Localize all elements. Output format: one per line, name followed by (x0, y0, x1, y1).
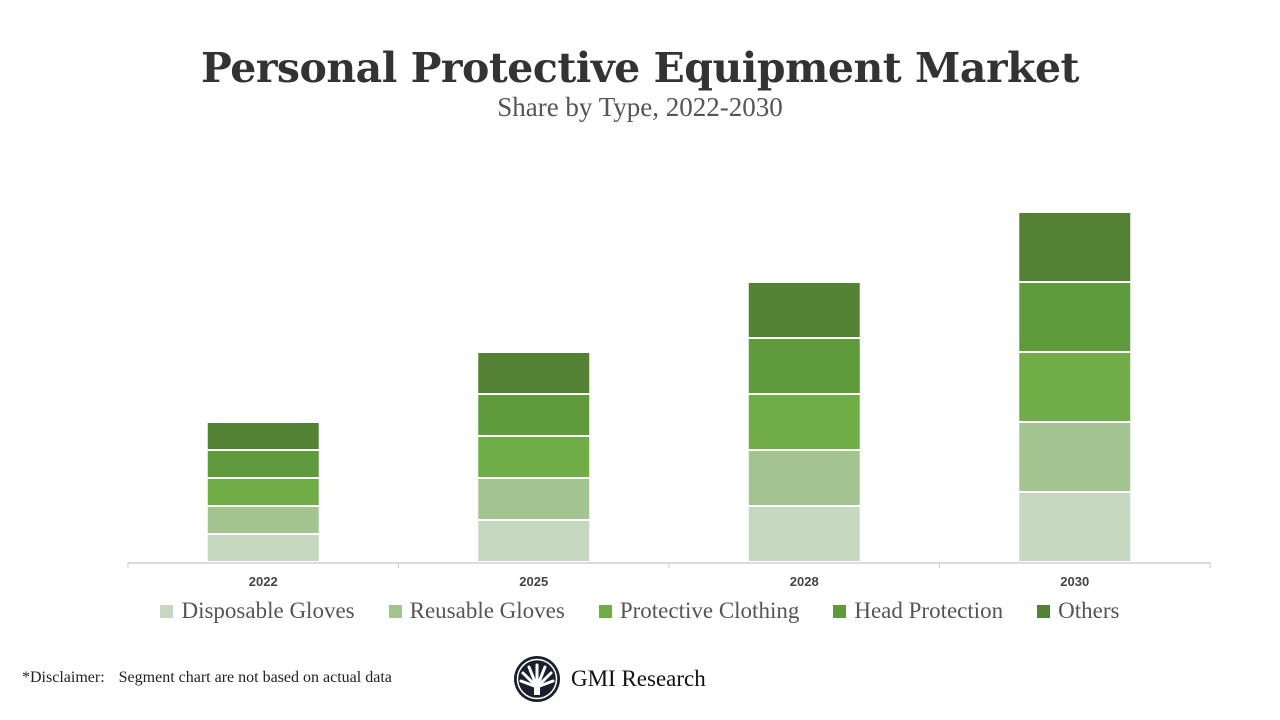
bar-segment (746, 393, 862, 451)
bar-segment (205, 533, 321, 563)
x-tick-label: 2025 (519, 574, 548, 589)
legend-label: Disposable Gloves (181, 598, 355, 623)
legend-item: Reusable Gloves (388, 598, 565, 624)
chart-subtitle: Share by Type, 2022-2030 (497, 92, 783, 122)
bar-segment (746, 281, 862, 339)
legend-swatch (160, 604, 174, 618)
bar-segment (205, 505, 321, 535)
legend-label: Others (1058, 598, 1120, 623)
legend-swatch (598, 604, 612, 618)
bar-segment (205, 449, 321, 479)
bar-segment (1017, 421, 1133, 493)
legend-swatch (388, 604, 402, 618)
bar-segment (746, 505, 862, 563)
brand-logo: GMI Research (513, 655, 706, 703)
legend-item: Others (1037, 598, 1120, 624)
disclaimer-text: Segment chart are not based on actual da… (118, 669, 392, 686)
bar-segment (476, 351, 592, 395)
bar-segment (476, 519, 592, 563)
disclaimer: *Disclaimer: Segment chart are not based … (22, 669, 406, 687)
brand-name: GMI Research (571, 666, 706, 691)
gmi-logo-icon (514, 656, 560, 702)
stacked-bar-chart: 2022 2025 2028 2030 (127, 211, 1211, 589)
legend-swatch (833, 604, 847, 618)
bar-segment (1017, 211, 1133, 283)
legend-item: Disposable Gloves (160, 598, 355, 624)
legend: Disposable Gloves Reusable Gloves Protecti… (0, 598, 1280, 624)
bar-segment (476, 477, 592, 521)
legend-swatch (1037, 604, 1051, 618)
bar-segment (476, 435, 592, 479)
bar-segment (1017, 491, 1133, 563)
x-tick-label: 2028 (790, 574, 819, 589)
x-tick-label: 2022 (249, 574, 278, 589)
x-tick-label: 2030 (1060, 574, 1089, 589)
bar-segment (746, 337, 862, 395)
bar-segment (1017, 351, 1133, 423)
legend-item: Head Protection (833, 598, 1003, 624)
bar-segment (746, 449, 862, 507)
legend-label: Protective Clothing (619, 598, 800, 623)
bar-segment (1017, 281, 1133, 353)
bar-segment (205, 421, 321, 451)
legend-label: Head Protection (854, 598, 1004, 623)
disclaimer-label: *Disclaimer: (22, 669, 105, 686)
chart-title: Personal Protective Equipment Market (201, 44, 1079, 92)
legend-item: Protective Clothing (598, 598, 800, 624)
bar-segment (476, 393, 592, 437)
bar-segment (205, 477, 321, 507)
legend-label: Reusable Gloves (409, 598, 565, 623)
